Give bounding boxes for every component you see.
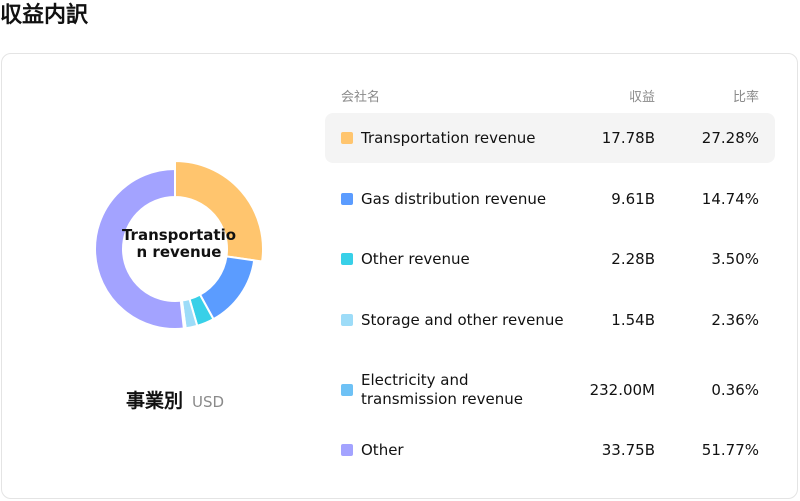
- row-name: Other revenue: [361, 249, 470, 268]
- page-title: 収益内訳: [0, 3, 89, 28]
- table-header: 会社名 収益 比率: [341, 86, 759, 106]
- by-segment-label: 事業別: [125, 390, 183, 412]
- donut-chart: Transportation revenue: [91, 161, 267, 337]
- header-company-name: 会社名: [341, 90, 381, 105]
- row-revenue: 1.54B: [611, 311, 655, 329]
- header-ratio: 比率: [732, 90, 759, 105]
- row-revenue: 2.28B: [611, 250, 655, 268]
- row-revenue: 17.78B: [601, 129, 655, 147]
- table-row[interactable]: Other revenue 2.28B 3.50%: [325, 234, 775, 284]
- legend-swatch: [341, 314, 353, 326]
- row-ratio: 27.28%: [701, 129, 759, 147]
- row-revenue: 232.00M: [589, 381, 655, 399]
- table-row[interactable]: Gas distribution revenue 9.61B 14.74%: [325, 174, 775, 224]
- row-name: Storage and other revenue: [361, 310, 564, 329]
- row-ratio: 51.77%: [701, 441, 759, 459]
- legend-swatch: [341, 384, 353, 396]
- row-name: Transportation revenue: [361, 128, 536, 147]
- row-revenue: 9.61B: [611, 190, 655, 208]
- table-row[interactable]: Storage and other revenue 1.54B 2.36%: [325, 295, 775, 345]
- revenue-breakdown-card: [1, 53, 798, 499]
- header-revenue: 収益: [628, 90, 655, 105]
- legend-swatch: [341, 132, 353, 144]
- donut-center-label: Transportation revenue: [121, 226, 237, 261]
- donut-slice-0[interactable]: [174, 161, 264, 263]
- row-name: Other: [361, 440, 404, 459]
- legend-swatch: [341, 193, 353, 205]
- row-ratio: 2.36%: [711, 311, 759, 329]
- table-row[interactable]: Other 33.75B 51.77%: [325, 425, 775, 475]
- row-ratio: 3.50%: [711, 250, 759, 268]
- donut-svg: [94, 161, 264, 330]
- donut-slice-5[interactable]: [94, 167, 185, 330]
- row-name: Electricity and transmission revenue: [361, 371, 524, 408]
- table-row[interactable]: Electricity and transmission revenue 232.…: [325, 365, 775, 415]
- table-row[interactable]: Transportation revenue 17.78B 27.28%: [325, 113, 775, 163]
- row-ratio: 14.74%: [701, 190, 759, 208]
- breakdown-caption: 事業別 USD: [0, 386, 350, 413]
- row-name: Gas distribution revenue: [361, 189, 547, 208]
- currency-label: USD: [191, 393, 225, 411]
- legend-swatch: [341, 253, 353, 265]
- row-revenue: 33.75B: [601, 441, 655, 459]
- legend-swatch: [341, 444, 353, 456]
- row-ratio: 0.36%: [711, 381, 759, 399]
